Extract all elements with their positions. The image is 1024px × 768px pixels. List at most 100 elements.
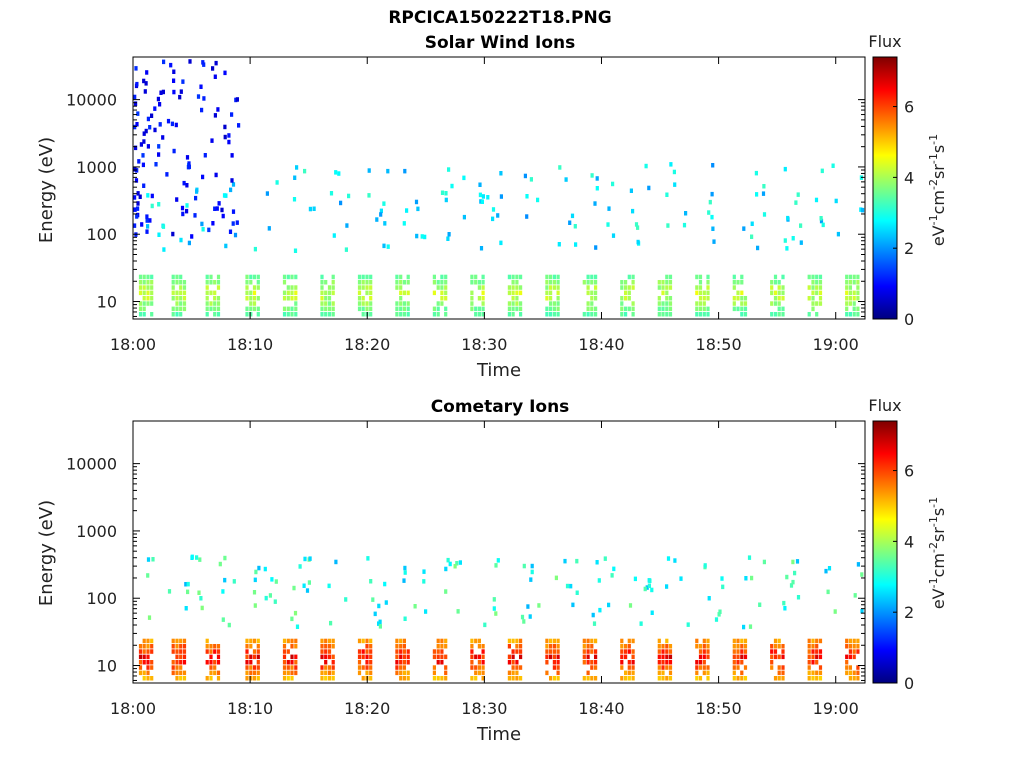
heatmap-cell [216, 670, 221, 676]
heatmap-cell [481, 676, 485, 681]
heatmap-cell [628, 603, 633, 608]
heatmap-cell [403, 616, 407, 621]
heatmap-cell [549, 312, 553, 317]
heatmap-cell [657, 296, 661, 301]
heatmap-cell [324, 306, 328, 312]
heatmap-cell [706, 312, 710, 317]
heatmap-cell [848, 301, 852, 306]
heatmap-cell [511, 676, 515, 681]
heatmap-cell [249, 306, 253, 312]
heatmap-cell [209, 649, 213, 654]
heatmap-cell [432, 274, 436, 280]
heatmap-cell [852, 280, 856, 285]
heatmap-cell [148, 125, 152, 130]
heatmap-cell [298, 564, 302, 569]
heatmap-cell [698, 296, 703, 301]
heatmap-cell [594, 306, 598, 312]
heatmap-cell [138, 660, 143, 665]
heatmap-cell [432, 676, 436, 681]
heatmap-cell [252, 296, 257, 301]
heatmap-cell [365, 274, 369, 280]
heatmap-cell [477, 306, 481, 312]
heatmap-cell [571, 602, 575, 608]
heatmap-cell [406, 312, 410, 317]
heatmap-cell [205, 290, 209, 296]
heatmap-cell [180, 205, 185, 211]
heatmap-cell [436, 649, 440, 654]
heatmap-cell [134, 145, 138, 151]
heatmap-cell [369, 665, 373, 670]
heatmap-cell [526, 604, 530, 609]
heatmap-cell [327, 306, 332, 312]
heatmap-cell [549, 644, 553, 649]
heatmap-cell [290, 676, 294, 681]
heatmap-cell [818, 274, 823, 280]
heatmap-cell [386, 168, 390, 174]
heatmap-cell [740, 312, 744, 317]
heatmap-cell [399, 301, 403, 306]
heatmap-cell [665, 280, 669, 285]
heatmap-cell [631, 660, 635, 665]
y-axis-label: Energy (eV) [36, 500, 57, 606]
heatmap-cell [852, 670, 856, 676]
heatmap-cell [171, 660, 175, 665]
heatmap-cell [462, 175, 466, 181]
heatmap-cell [574, 242, 578, 247]
heatmap-cell [791, 579, 795, 585]
heatmap-cell [515, 676, 519, 681]
heatmap-cell [507, 660, 511, 665]
heatmap-cell [702, 638, 706, 644]
heatmap-cell [320, 274, 324, 280]
heatmap-cell [698, 649, 703, 654]
heatmap-cell [162, 59, 166, 65]
heatmap-cell [834, 198, 838, 204]
heatmap-cell [631, 280, 635, 285]
colorbar-tick-label: 6 [904, 462, 914, 481]
heatmap-cell [627, 676, 631, 681]
heatmap-cell [594, 638, 598, 644]
heatmap-cell [736, 638, 740, 644]
heatmap-cell [345, 223, 349, 228]
heatmap-cell [474, 665, 478, 670]
heatmap-cell [612, 566, 616, 572]
heatmap-cell [607, 602, 611, 608]
heatmap-cell [440, 660, 444, 665]
heatmap-cell [190, 554, 194, 560]
heatmap-cell [282, 306, 287, 312]
heatmap-cell [142, 638, 146, 644]
heatmap-cell [290, 638, 294, 644]
heatmap-cell [142, 131, 146, 136]
heatmap-cell [320, 654, 324, 660]
heatmap-cell [440, 285, 444, 290]
heatmap-cell [852, 274, 856, 280]
heatmap-cell [627, 649, 631, 654]
heatmap-cell [595, 186, 599, 191]
heatmap-cell [436, 285, 440, 290]
heatmap-cell [294, 290, 298, 296]
heatmap-cell [312, 206, 316, 211]
heatmap-cell [631, 285, 635, 290]
heatmap-cell [668, 670, 673, 676]
heatmap-cell [440, 296, 444, 301]
heatmap-cell [223, 577, 227, 583]
heatmap-cell [856, 644, 860, 649]
heatmap-cell [294, 285, 298, 290]
heatmap-cell [545, 638, 549, 644]
heatmap-cell [591, 612, 595, 618]
heatmap-cell [702, 644, 706, 649]
heatmap-cell [450, 183, 454, 189]
heatmap-cell [361, 301, 365, 306]
heatmap-cell [214, 172, 218, 178]
heatmap-cell [205, 280, 209, 285]
heatmap-cell [444, 296, 448, 301]
heatmap-cell [440, 190, 445, 195]
heatmap-cell [209, 665, 213, 670]
heatmap-cell [762, 184, 766, 189]
heatmap-cell [679, 576, 683, 581]
x-axis: 18:00 18:10 18:20 18:30 18:40 18:50 19:00 [110, 57, 859, 354]
heatmap-cell [811, 306, 815, 312]
heatmap-cell [545, 280, 549, 285]
heatmap-cell [202, 96, 206, 101]
heatmap-cell [811, 649, 815, 654]
heatmap-cell [365, 644, 369, 649]
